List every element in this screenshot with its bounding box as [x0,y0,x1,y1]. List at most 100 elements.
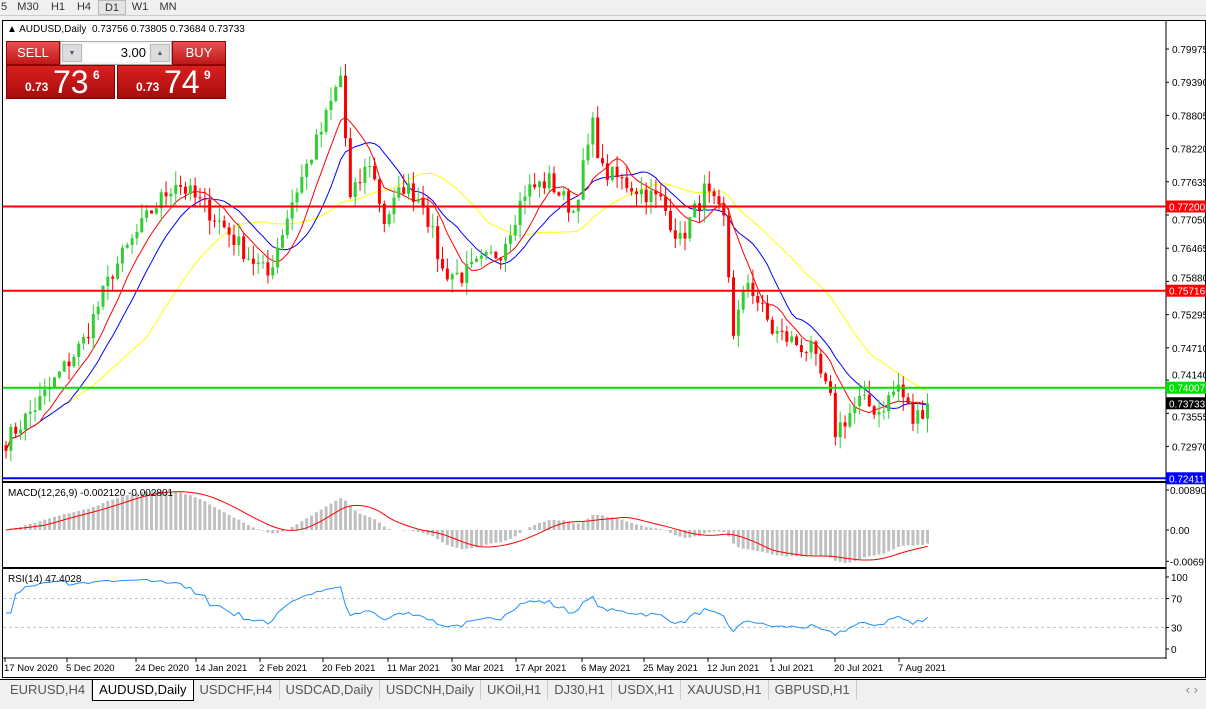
buy-button[interactable]: BUY [172,41,226,65]
price-axis-label: 0.78220 [1172,145,1206,156]
candle-body [183,186,187,194]
candle-body [770,319,774,334]
timeframe-m30[interactable]: M30 [17,1,39,13]
macd-histogram-bar [411,530,415,532]
chart-tab[interactable]: DJ30,H1 [548,680,612,700]
candle-body [334,87,338,101]
macd-histogram-bar [67,513,71,530]
candle-body [926,403,929,419]
macd-histogram-bar [741,530,745,549]
candle-body [538,181,541,188]
candle-body [91,314,95,339]
chart-tab[interactable]: UKOil,H1 [481,680,549,700]
candle-body [790,336,794,342]
macd-histogram-bar [426,530,430,535]
lot-size-stepper[interactable]: ▼ 3.00 ▲ [60,41,172,65]
macd-histogram-bar [348,506,352,530]
timeframe-5[interactable]: 5 [0,1,8,13]
chart-tab[interactable]: USDCHF,H4 [194,680,280,700]
timeframe-mn[interactable]: MN [159,1,177,13]
chart-canvas[interactable]: 0.79975 0.79390 0.78805 0.78220 0.77635 0.770… [3,21,1206,679]
sell-price-pip: 6 [93,68,100,82]
candle-body [164,192,168,197]
macd-histogram-bar [727,530,731,537]
macd-histogram-bar [795,530,799,557]
candle-body [373,166,377,180]
macd-histogram-bar [630,522,634,530]
sell-price-prefix: 0.73 [25,80,49,94]
candle-body [154,208,158,214]
date-axis-label: 30 Mar 2021 [451,663,504,674]
chart-header: ▲ AUDUSD,Daily 0.73756 0.73805 0.73684 0… [7,24,245,35]
timeframe-w1[interactable]: W1 [131,1,149,13]
candle-body [266,262,270,276]
collapse-triangle-icon[interactable]: ▲ [7,24,17,35]
buy-price[interactable]: 0.73 74 9 [117,64,226,100]
candle-body [23,413,27,430]
rsi-line [6,578,928,637]
candle-body [499,258,503,261]
macd-histogram-bar [853,530,857,562]
macd-histogram-bar [445,530,449,546]
candle-body [455,272,459,275]
macd-histogram-bar [300,521,304,530]
timeframe-h4[interactable]: H4 [76,1,92,13]
candle-body [208,199,212,221]
macd-histogram-bar [814,530,818,556]
chart-tab[interactable]: GBPUSD,H1 [769,680,857,700]
price-axis-label: 0.78805 [1172,111,1206,122]
candle-body [736,309,740,336]
macd-signal-line [5,491,928,561]
macd-histogram-bar [838,530,842,563]
sell-price[interactable]: 0.73 73 6 [6,64,115,100]
macd-histogram-bar [295,524,299,530]
candle-body [848,413,852,427]
macd-histogram-bar [673,530,677,536]
candle-body [581,160,585,200]
candle-body [441,259,444,269]
chart-tab[interactable]: USDCAD,Daily [280,680,380,700]
macd-histogram-bar [921,530,925,545]
candle-body [426,207,430,227]
chart-tab[interactable]: USDCNH,Daily [380,680,482,700]
date-axis-label: 20 Jul 2021 [834,663,883,674]
chart-tab[interactable]: USDX,H1 [612,680,682,700]
candle-body [911,404,915,424]
timeframe-h1[interactable]: H1 [50,1,66,13]
candle-body [324,110,328,132]
timeframe-d1[interactable]: D1 [98,0,126,15]
candle-body [402,187,406,194]
candle-body [387,214,391,225]
chart-tab[interactable]: AUDUSD,Daily [92,680,194,701]
date-axis-label: 20 Feb 2021 [322,663,375,674]
macd-histogram-bar [799,530,803,557]
candle-body [921,410,925,419]
decrease-lot-icon[interactable]: ▼ [62,44,82,62]
candle-body [756,296,760,303]
macd-histogram-bar [86,508,90,530]
chart-window[interactable]: 0.79975 0.79390 0.78805 0.78220 0.77635 0.770… [2,20,1206,678]
increase-lot-icon[interactable]: ▲ [150,44,170,62]
candle-body [751,282,755,297]
candle-body [591,117,595,145]
candle-body [664,196,668,211]
macd-histogram-bar [344,500,347,530]
sell-button[interactable]: SELL [6,41,60,65]
candle-body [174,184,178,194]
macd-histogram-bar [819,530,823,556]
macd-histogram-bar [96,505,100,530]
price-axis-label: 0.72970 [1172,443,1206,454]
candle-body [217,220,221,222]
candle-body [261,262,265,264]
candle-body [227,227,231,235]
chart-tab[interactable]: XAUUSD,H1 [681,680,769,700]
macd-histogram-bar [145,491,149,530]
candle-body [586,144,590,161]
chart-tab[interactable]: EURUSD,H4 [4,680,93,700]
tab-scroll-arrows-icon[interactable]: ‹ › [1185,682,1198,697]
macd-histogram-bar [314,512,318,530]
candle-body [232,234,236,245]
candle-body [431,226,435,228]
lot-input[interactable]: 3.00 [83,44,149,62]
date-axis-label: 7 Aug 2021 [898,663,946,674]
